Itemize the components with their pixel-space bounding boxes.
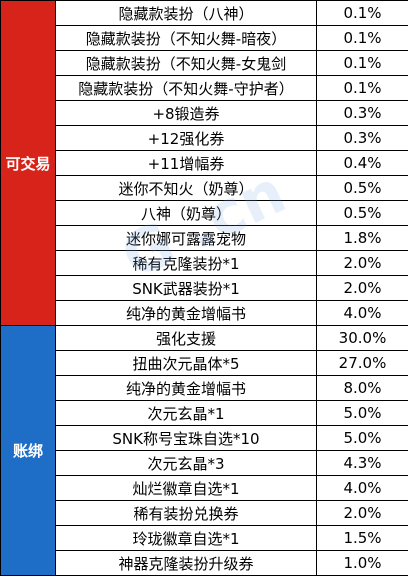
item-probability: 8.0% (316, 375, 408, 401)
table-row: +12强化券 0.3% (1, 125, 408, 151)
table-row: 迷你不知火（奶尊） 0.5% (1, 175, 408, 201)
item-probability: 27.0% (316, 350, 408, 376)
table-row: 隐藏款装扮（不知火舞-女鬼剑 0.1% (1, 50, 408, 76)
table-row: +11增幅券 0.4% (1, 150, 408, 176)
table-row: 灿烂徽章自选*1 4.0% (1, 475, 408, 501)
item-name: 八神（奶尊） (55, 200, 317, 226)
table-row: 稀有克隆装扮*1 2.0% (1, 250, 408, 276)
item-name: 隐藏款装扮（不知火舞-暗夜） (55, 25, 317, 51)
table-row: 玲珑徽章自选*1 1.5% (1, 525, 408, 551)
item-probability: 2.0% (316, 250, 408, 276)
item-name: +11增幅券 (55, 150, 317, 176)
item-probability: 0.3% (316, 125, 408, 151)
item-probability: 4.3% (316, 450, 408, 476)
item-name: 强化支援 (55, 325, 317, 351)
table-row: +8锻造券 0.3% (1, 100, 408, 126)
table-row: SNK称号宝珠自选*10 5.0% (1, 425, 408, 451)
table-row: 神器克隆装扮升级券 1.0% (1, 550, 408, 576)
table-row: 可交易 隐藏款装扮（八神） 0.1% (0, 0, 408, 326)
item-probability: 0.4% (316, 150, 408, 176)
item-probability: 0.5% (316, 175, 408, 201)
item-probability: 30.0% (316, 325, 408, 351)
item-name: 扭曲次元晶体*5 (55, 350, 317, 376)
table-row: 隐藏款装扮（不知火舞-守护者） 0.1% (1, 75, 408, 101)
item-name: 稀有克隆装扮*1 (55, 250, 317, 276)
item-name: 纯净的黄金增幅书 (55, 300, 317, 326)
table-row: 扭曲次元晶体*5 27.0% (1, 350, 408, 376)
item-name: 灿烂徽章自选*1 (55, 475, 317, 501)
table-row: 稀有装扮兑换券 2.0% (1, 500, 408, 526)
item-name: 隐藏款装扮（八神） (55, 0, 317, 26)
item-name: 纯净的黄金增幅书 (55, 375, 317, 401)
item-probability: 0.3% (316, 100, 408, 126)
table-row: 次元玄晶*1 5.0% (1, 400, 408, 426)
item-name: 神器克隆装扮升级券 (55, 550, 317, 576)
item-probability: 2.0% (316, 275, 408, 301)
item-name: 迷你娜可露露宠物 (55, 225, 317, 251)
item-probability: 0.5% (316, 200, 408, 226)
item-probability: 5.0% (316, 400, 408, 426)
item-probability: 0.1% (316, 0, 408, 26)
item-probability: 2.0% (316, 500, 408, 526)
item-name: 隐藏款装扮（不知火舞-女鬼剑 (55, 50, 317, 76)
item-name: SNK称号宝珠自选*10 (55, 425, 317, 451)
item-name: 次元玄晶*1 (55, 400, 317, 426)
category-label: 账绑 (0, 325, 56, 576)
item-name: 玲珑徽章自选*1 (55, 525, 317, 551)
item-probability: 4.0% (316, 475, 408, 501)
table-row: 八神（奶尊） 0.5% (1, 200, 408, 226)
item-probability: 0.1% (316, 25, 408, 51)
item-name: SNK武器装扮*1 (55, 275, 317, 301)
item-name: +8锻造券 (55, 100, 317, 126)
table-row: 迷你娜可露露宠物 1.8% (1, 225, 408, 251)
table-row: SNK武器装扮*1 2.0% (1, 275, 408, 301)
item-probability: 0.1% (316, 75, 408, 101)
table-row: 隐藏款装扮（不知火舞-暗夜） 0.1% (1, 25, 408, 51)
item-probability: 5.0% (316, 425, 408, 451)
item-name: 稀有装扮兑换券 (55, 500, 317, 526)
item-name: 次元玄晶*3 (55, 450, 317, 476)
category-label: 可交易 (0, 0, 56, 326)
item-probability: 1.5% (316, 525, 408, 551)
item-probability: 0.1% (316, 50, 408, 76)
table-row: 次元玄晶*3 4.3% (1, 450, 408, 476)
item-probability: 1.0% (316, 550, 408, 576)
item-name: 迷你不知火（奶尊） (55, 175, 317, 201)
table-row: 纯净的黄金增幅书 8.0% (1, 375, 408, 401)
item-probability: 4.0% (316, 300, 408, 326)
item-name: +12强化券 (55, 125, 317, 151)
table-row: 账绑 强化支援 30.0% (0, 325, 408, 576)
item-probability: 1.8% (316, 225, 408, 251)
item-name: 隐藏款装扮（不知火舞-守护者） (55, 75, 317, 101)
table-row: 纯净的黄金增幅书 4.0% (1, 300, 408, 326)
